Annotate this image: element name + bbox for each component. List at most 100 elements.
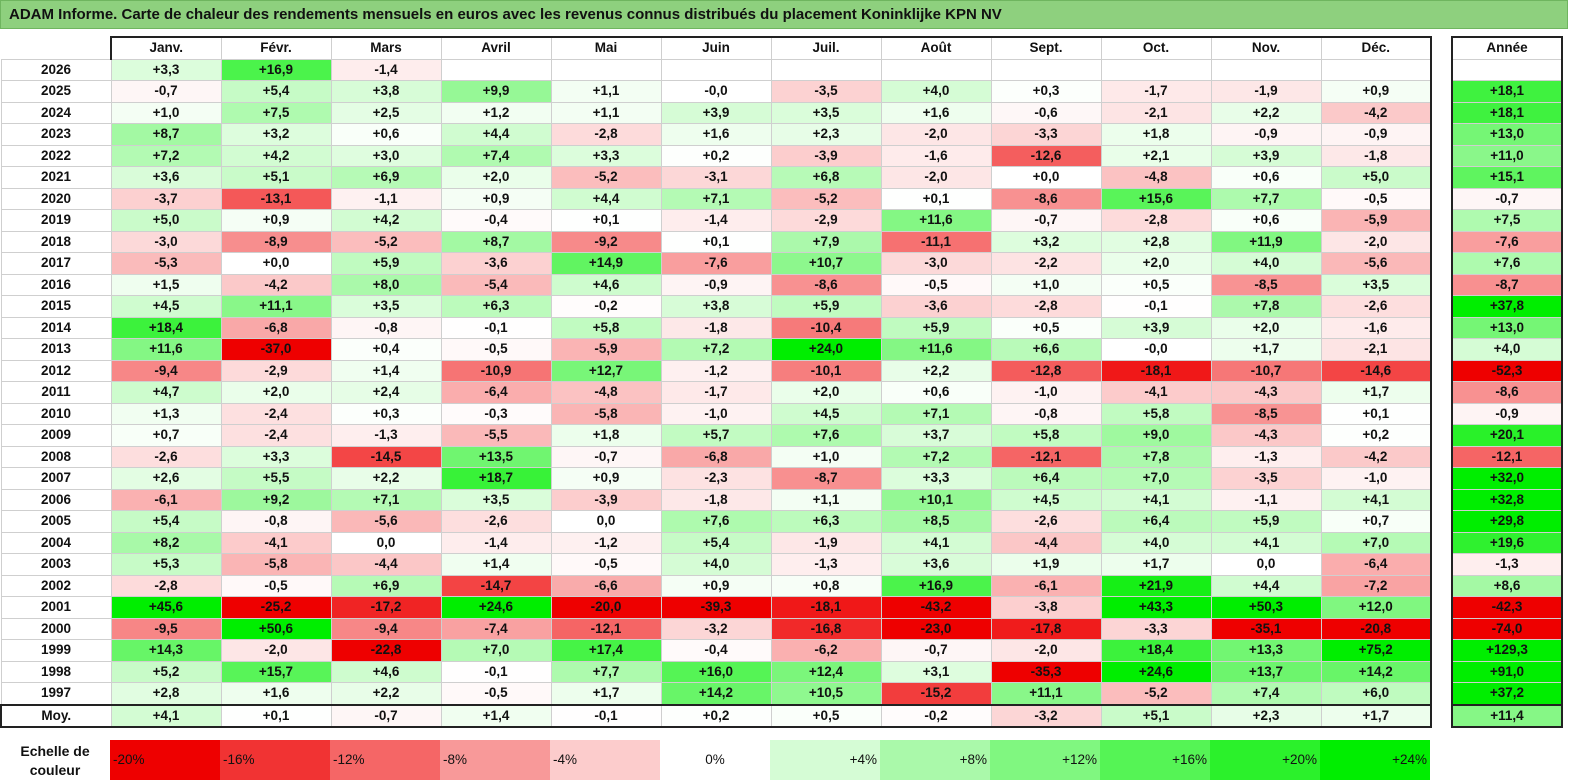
heat-cell: +3,8 <box>330 80 442 103</box>
heat-cell: +7,8 <box>1210 295 1322 318</box>
heat-cell: -0,8 <box>990 402 1102 425</box>
heat-cell: +3,3 <box>880 467 992 490</box>
heat-cell: +0,8 <box>770 574 882 597</box>
heat-cell: +2,2 <box>1210 101 1322 124</box>
year-label: 1998 <box>0 660 112 683</box>
heat-cell: -0,5 <box>220 574 332 597</box>
heat-cell: -5,4 <box>440 273 552 296</box>
heat-cell: -5,3 <box>110 252 222 275</box>
heat-cell: +75,2 <box>1320 639 1432 662</box>
heat-cell: -7,2 <box>1320 574 1432 597</box>
heat-cell: +0,5 <box>770 703 882 728</box>
heat-cell: +1,7 <box>1100 553 1212 576</box>
month-header: Avril <box>440 36 552 60</box>
heat-cell: +24,6 <box>440 596 552 619</box>
heat-cell: +1,7 <box>550 682 662 705</box>
heat-cell: -3,5 <box>1210 467 1322 490</box>
average-label: Moy. <box>0 703 112 728</box>
heat-cell: -35,3 <box>990 660 1102 683</box>
annual-cell: +11,0 <box>1451 144 1563 167</box>
heat-cell: -3,7 <box>110 187 222 210</box>
average-row: Moy. +4,1 +0,1 -0,7 +1,4 -0,1 +0,2 +0,5 -0,2 -3,2… <box>0 703 1432 728</box>
heat-cell: -1,6 <box>1320 316 1432 339</box>
heat-cell: -2,8 <box>1100 209 1212 232</box>
heat-cell: +3,5 <box>440 488 552 511</box>
color-scale-swatch: -8% <box>440 740 550 780</box>
heat-cell: -0,9 <box>1320 123 1432 146</box>
heat-cell: +4,6 <box>330 660 442 683</box>
heat-cell: +18,4 <box>1100 639 1212 662</box>
heat-cell: -0,8 <box>220 510 332 533</box>
year-row: 2003 +5,3 -5,8 -4,4 +1,4 -0,5 +4,0 -1,3 +3,6 +1,9… <box>0 553 1432 576</box>
heat-cell: -9,4 <box>330 617 442 640</box>
heat-cell: +0,7 <box>110 424 222 447</box>
heat-cell: -4,8 <box>550 381 662 404</box>
heat-cell: +7,5 <box>220 101 332 124</box>
year-label: 2012 <box>0 359 112 382</box>
heat-cell: +14,3 <box>110 639 222 662</box>
heat-cell: -23,0 <box>880 617 992 640</box>
heat-cell: +5,8 <box>550 316 662 339</box>
heat-cell: +13,3 <box>1210 639 1322 662</box>
heat-cell: -1,3 <box>1210 445 1322 468</box>
heat-cell: -37,0 <box>220 338 332 361</box>
annual-cell: +8,6 <box>1451 574 1563 597</box>
heat-cell: -16,8 <box>770 617 882 640</box>
heat-cell: -4,2 <box>1320 101 1432 124</box>
heat-cell: +3,9 <box>1210 144 1322 167</box>
heat-cell: +4,2 <box>220 144 332 167</box>
year-row: 2005 +5,4 -0,8 -5,6 -2,6 0,0 +7,6 +6,3 +8,5 -2,6 +… <box>0 510 1432 533</box>
heat-cell: -18,1 <box>770 596 882 619</box>
heat-cell: -3,2 <box>990 703 1102 728</box>
color-scale-swatch: -4% <box>550 740 660 780</box>
color-scale-swatch: +4% <box>770 740 880 780</box>
heat-cell: -2,6 <box>1320 295 1432 318</box>
month-header: Juil. <box>770 36 882 60</box>
year-row: 2020 -3,7 -13,1 -1,1 +0,9 +4,4 +7,1 -5,2 +0,1 -8,… <box>0 187 1432 210</box>
heat-cell: -4,2 <box>220 273 332 296</box>
heat-cell: -10,7 <box>1210 359 1322 382</box>
year-label: 2017 <box>0 252 112 275</box>
heat-cell: +15,7 <box>220 660 332 683</box>
year-label: 2021 <box>0 166 112 189</box>
heat-cell: -9,2 <box>550 230 662 253</box>
heat-cell: -20,8 <box>1320 617 1432 640</box>
heat-cell: -6,8 <box>220 316 332 339</box>
heat-cell: -3,0 <box>880 252 992 275</box>
heat-cell: -12,1 <box>990 445 1102 468</box>
heat-cell: +0,5 <box>1100 273 1212 296</box>
heat-cell: -0,2 <box>550 295 662 318</box>
heat-cell: 0,0 <box>550 510 662 533</box>
heat-cell: -7,6 <box>660 252 772 275</box>
heat-cell: -9,5 <box>110 617 222 640</box>
year-label: 1997 <box>0 682 112 705</box>
heat-cell: +24,0 <box>770 338 882 361</box>
annual-cell: +7,5 <box>1451 209 1563 232</box>
year-label: 2019 <box>0 209 112 232</box>
heat-cell: -2,0 <box>880 166 992 189</box>
heat-cell: -1,9 <box>770 531 882 554</box>
heat-cell: +6,4 <box>1100 510 1212 533</box>
heat-cell: +4,4 <box>1210 574 1322 597</box>
annual-cell: +32,8 <box>1451 488 1563 511</box>
heat-cell: +2,3 <box>770 123 882 146</box>
heat-cell: -3,3 <box>990 123 1102 146</box>
heat-cell: -3,0 <box>110 230 222 253</box>
heat-cell: +8,7 <box>110 123 222 146</box>
annual-cell: +20,1 <box>1451 424 1563 447</box>
year-row: 2013 +11,6 -37,0 +0,4 -0,5 -5,9 +7,2 +24,0 +11,6… <box>0 338 1432 361</box>
heat-cell: -3,8 <box>990 596 1102 619</box>
heat-cell: -17,8 <box>990 617 1102 640</box>
heat-cell: -4,3 <box>1210 381 1322 404</box>
month-header-row: Janv. Févr. Mars Avril Mai Juin Juil. Août Sept.… <box>1 36 1432 60</box>
heat-cell: +6,8 <box>770 166 882 189</box>
month-header: Sept. <box>990 36 1102 60</box>
heat-cell: -3,2 <box>660 617 772 640</box>
heat-cell: +43,3 <box>1100 596 1212 619</box>
heat-cell: -1,8 <box>660 488 772 511</box>
heat-cell: +3,5 <box>1320 273 1432 296</box>
heat-cell: -1,4 <box>660 209 772 232</box>
heat-cell: +14,2 <box>1320 660 1432 683</box>
heat-cell: +5,4 <box>220 80 332 103</box>
heat-cell: +1,4 <box>440 553 552 576</box>
